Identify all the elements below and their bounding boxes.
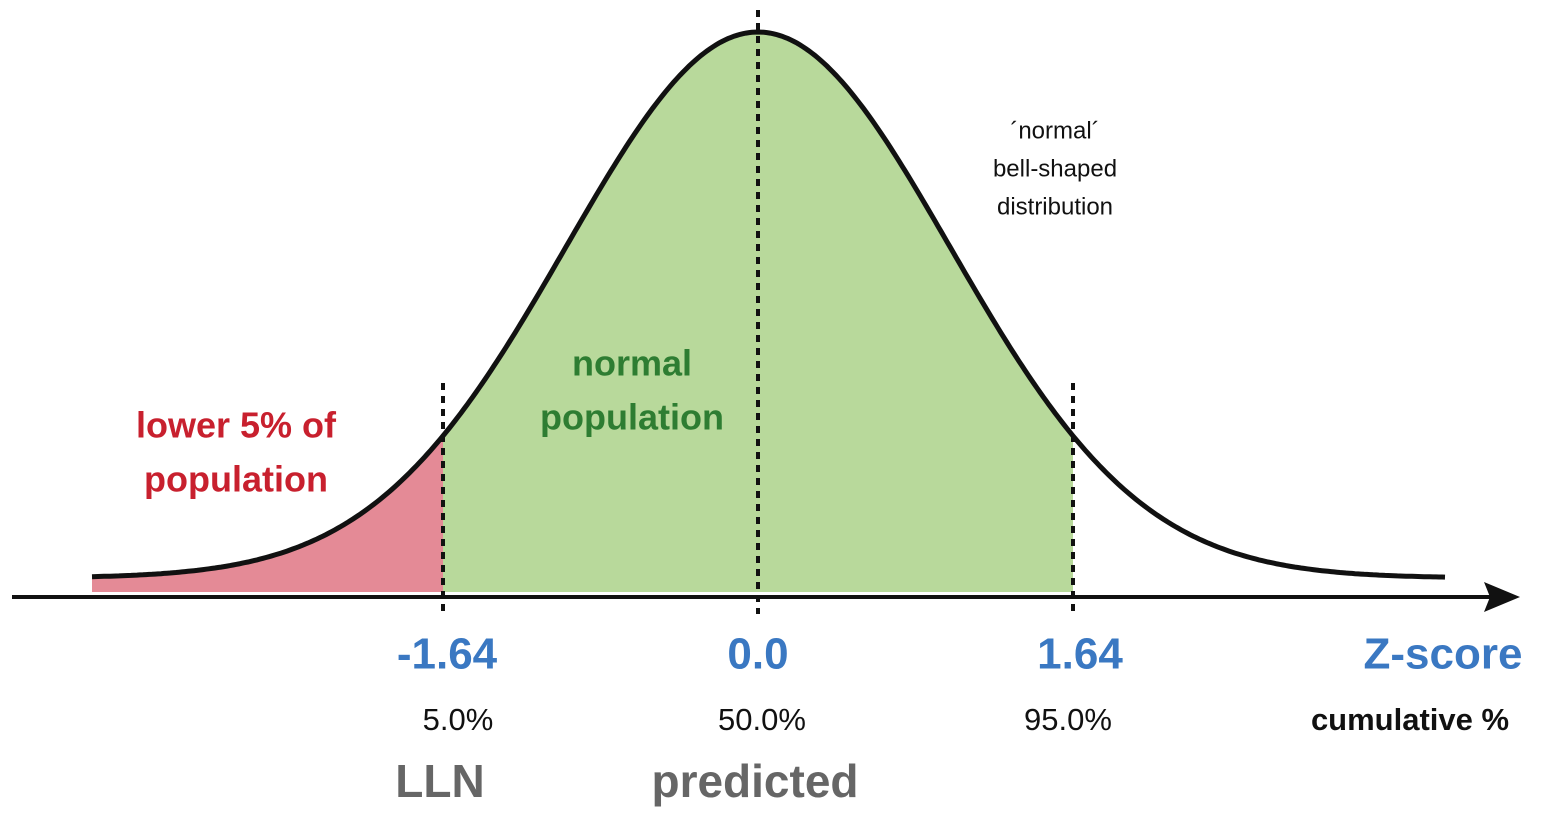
marker-label: predicted bbox=[651, 755, 858, 807]
annotation: population bbox=[540, 397, 724, 438]
axis-title: Z-score bbox=[1364, 630, 1523, 679]
bell-curve bbox=[91, 29, 1446, 580]
cumulative-label: 50.0% bbox=[718, 702, 806, 737]
annotation: ´normal´ bbox=[1010, 117, 1099, 144]
annotation: normal bbox=[572, 343, 692, 384]
axis-title: cumulative % bbox=[1311, 702, 1509, 737]
z-label: -1.64 bbox=[397, 630, 498, 679]
cumulative-label: 5.0% bbox=[423, 702, 494, 737]
axis-arrow bbox=[1484, 582, 1520, 612]
marker-label: LLN bbox=[395, 755, 484, 807]
z-label: 1.64 bbox=[1037, 630, 1123, 679]
annotation: population bbox=[144, 459, 328, 500]
annotation: bell-shaped bbox=[993, 155, 1117, 182]
z-label: 0.0 bbox=[727, 630, 788, 679]
lower-tail-area bbox=[92, 435, 443, 592]
annotation: distribution bbox=[997, 193, 1113, 220]
cumulative-label: 95.0% bbox=[1024, 702, 1112, 737]
annotation: lower 5% of bbox=[136, 405, 337, 446]
